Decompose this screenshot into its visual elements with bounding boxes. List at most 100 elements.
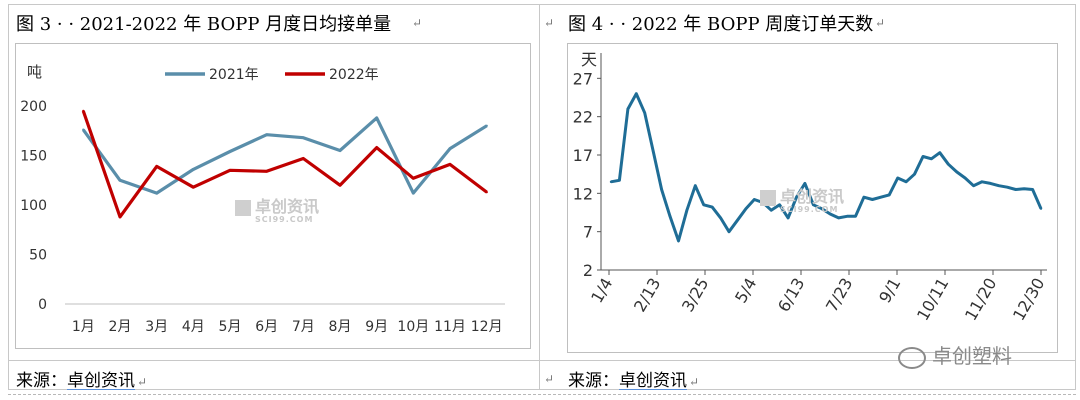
y-tick-label: 17 (573, 146, 593, 165)
data-point (989, 182, 992, 185)
y-axis-label: 天 (581, 50, 597, 69)
data-point (879, 195, 883, 199)
data-point (997, 184, 1001, 187)
x-tick-label: 11/20 (961, 275, 1001, 324)
data-point (118, 179, 122, 182)
data-point (812, 203, 815, 207)
table-bottom-border (8, 389, 1076, 390)
y-tick-label: 22 (573, 108, 593, 127)
data-point (736, 218, 739, 222)
table-top-border (8, 4, 1076, 5)
table-right-border (1075, 4, 1076, 390)
data-point (228, 150, 232, 153)
data-point (485, 190, 488, 194)
data-point (265, 170, 268, 173)
data-point (265, 133, 268, 136)
left-source-para-mark: ↵ (137, 375, 148, 389)
data-point (972, 184, 975, 187)
data-point (921, 155, 925, 158)
data-point (845, 215, 849, 218)
data-point (930, 157, 933, 161)
mid-para-mark-bottom: ↵ (544, 372, 555, 386)
data-point (118, 215, 122, 219)
x-tick-label: 2月 (109, 319, 132, 335)
x-tick-label: 3/25 (678, 275, 712, 316)
right-figure-title: 图 4 · · 2022 年 BOPP 周度订单天数 (568, 14, 874, 35)
data-point (302, 136, 305, 139)
right-chart-frame (567, 43, 1058, 353)
table-mid-border (539, 4, 540, 390)
x-tick-label: 6/13 (774, 275, 808, 316)
data-point (744, 207, 748, 210)
left-chart-frame (15, 43, 531, 349)
data-point (769, 209, 773, 212)
data-point (643, 111, 646, 115)
data-point (913, 172, 916, 176)
data-point (685, 209, 689, 212)
x-tick-label: 12/30 (1009, 275, 1049, 324)
x-tick-label: 12月 (471, 319, 503, 335)
x-tick-label: 5/4 (731, 275, 760, 307)
data-point (795, 195, 798, 199)
data-point (635, 92, 638, 95)
data-point (155, 191, 158, 195)
right-source-label: 来源： (568, 371, 619, 391)
data-point (448, 163, 452, 166)
data-point (837, 216, 840, 220)
x-tick-label: 11月 (434, 319, 466, 335)
data-point (803, 182, 807, 185)
data-point (694, 184, 697, 187)
y-axis-label: 吨 (27, 63, 42, 81)
data-point (980, 180, 984, 184)
left-line-chart: 吨 0 50 100 150 200 1月 2月 3月 4月 5月 6月 7月 8月 9月 10月 11月 12月… (20, 63, 505, 335)
x-tick-label: 9/1 (875, 275, 904, 307)
right-watermark: 卓创资讯 SCI99.COM (760, 183, 844, 214)
data-point (155, 165, 158, 168)
data-point (618, 179, 621, 182)
legend-label: 2022年 (329, 67, 379, 83)
wechat-icon (898, 346, 926, 369)
data-point (702, 203, 705, 207)
left-figure-title: 图 3 · · 2021-2022 年 BOPP 月度日均接单量 (16, 14, 392, 35)
legend-label: 2021年 (209, 67, 259, 83)
x-tick-label: 9月 (365, 319, 388, 335)
right-title-para-mark: ↵ (875, 16, 886, 30)
data-point (412, 177, 415, 180)
data-point (753, 198, 756, 201)
x-tick-label: 1月 (72, 319, 95, 335)
data-point (82, 128, 85, 131)
data-point (862, 195, 866, 199)
data-point (375, 116, 378, 120)
data-point (1031, 188, 1034, 191)
data-point (412, 191, 415, 195)
x-tick-label: 3月 (145, 319, 168, 335)
y-tick-label: 200 (20, 99, 47, 115)
left-title-para-mark: ↵ (412, 16, 423, 30)
watermark-logo-icon (235, 199, 251, 216)
left-watermark: 卓创资讯 SCI99.COM (235, 193, 319, 224)
data-point (778, 203, 781, 207)
data-point (1014, 188, 1017, 191)
left-source-label: 来源： (16, 371, 67, 391)
brand-logo: 卓创塑料 (898, 340, 1012, 369)
y-tick-label: 0 (38, 297, 47, 313)
x-tick-label: 2/13 (630, 275, 664, 316)
right-source-para-mark: ↵ (689, 375, 700, 389)
data-point (668, 215, 672, 218)
mid-para-mark-top: ↵ (544, 16, 555, 30)
y-tick-label: 7 (583, 223, 593, 242)
x-tick-label: 10/11 (913, 275, 953, 324)
data-point (786, 216, 790, 220)
y-tick-label: 150 (20, 149, 47, 165)
y-tick-label: 27 (573, 69, 593, 88)
data-point (302, 157, 305, 160)
x-tick-label: 6月 (255, 319, 278, 335)
series-line-2022年 (81, 110, 488, 219)
series-line-2021年 (82, 116, 488, 195)
table-dashed-guide (8, 394, 1076, 395)
data-point (660, 188, 663, 191)
data-point (82, 109, 85, 113)
data-point (485, 124, 488, 128)
y-tick-label: 12 (573, 184, 593, 203)
data-point (1022, 187, 1026, 190)
